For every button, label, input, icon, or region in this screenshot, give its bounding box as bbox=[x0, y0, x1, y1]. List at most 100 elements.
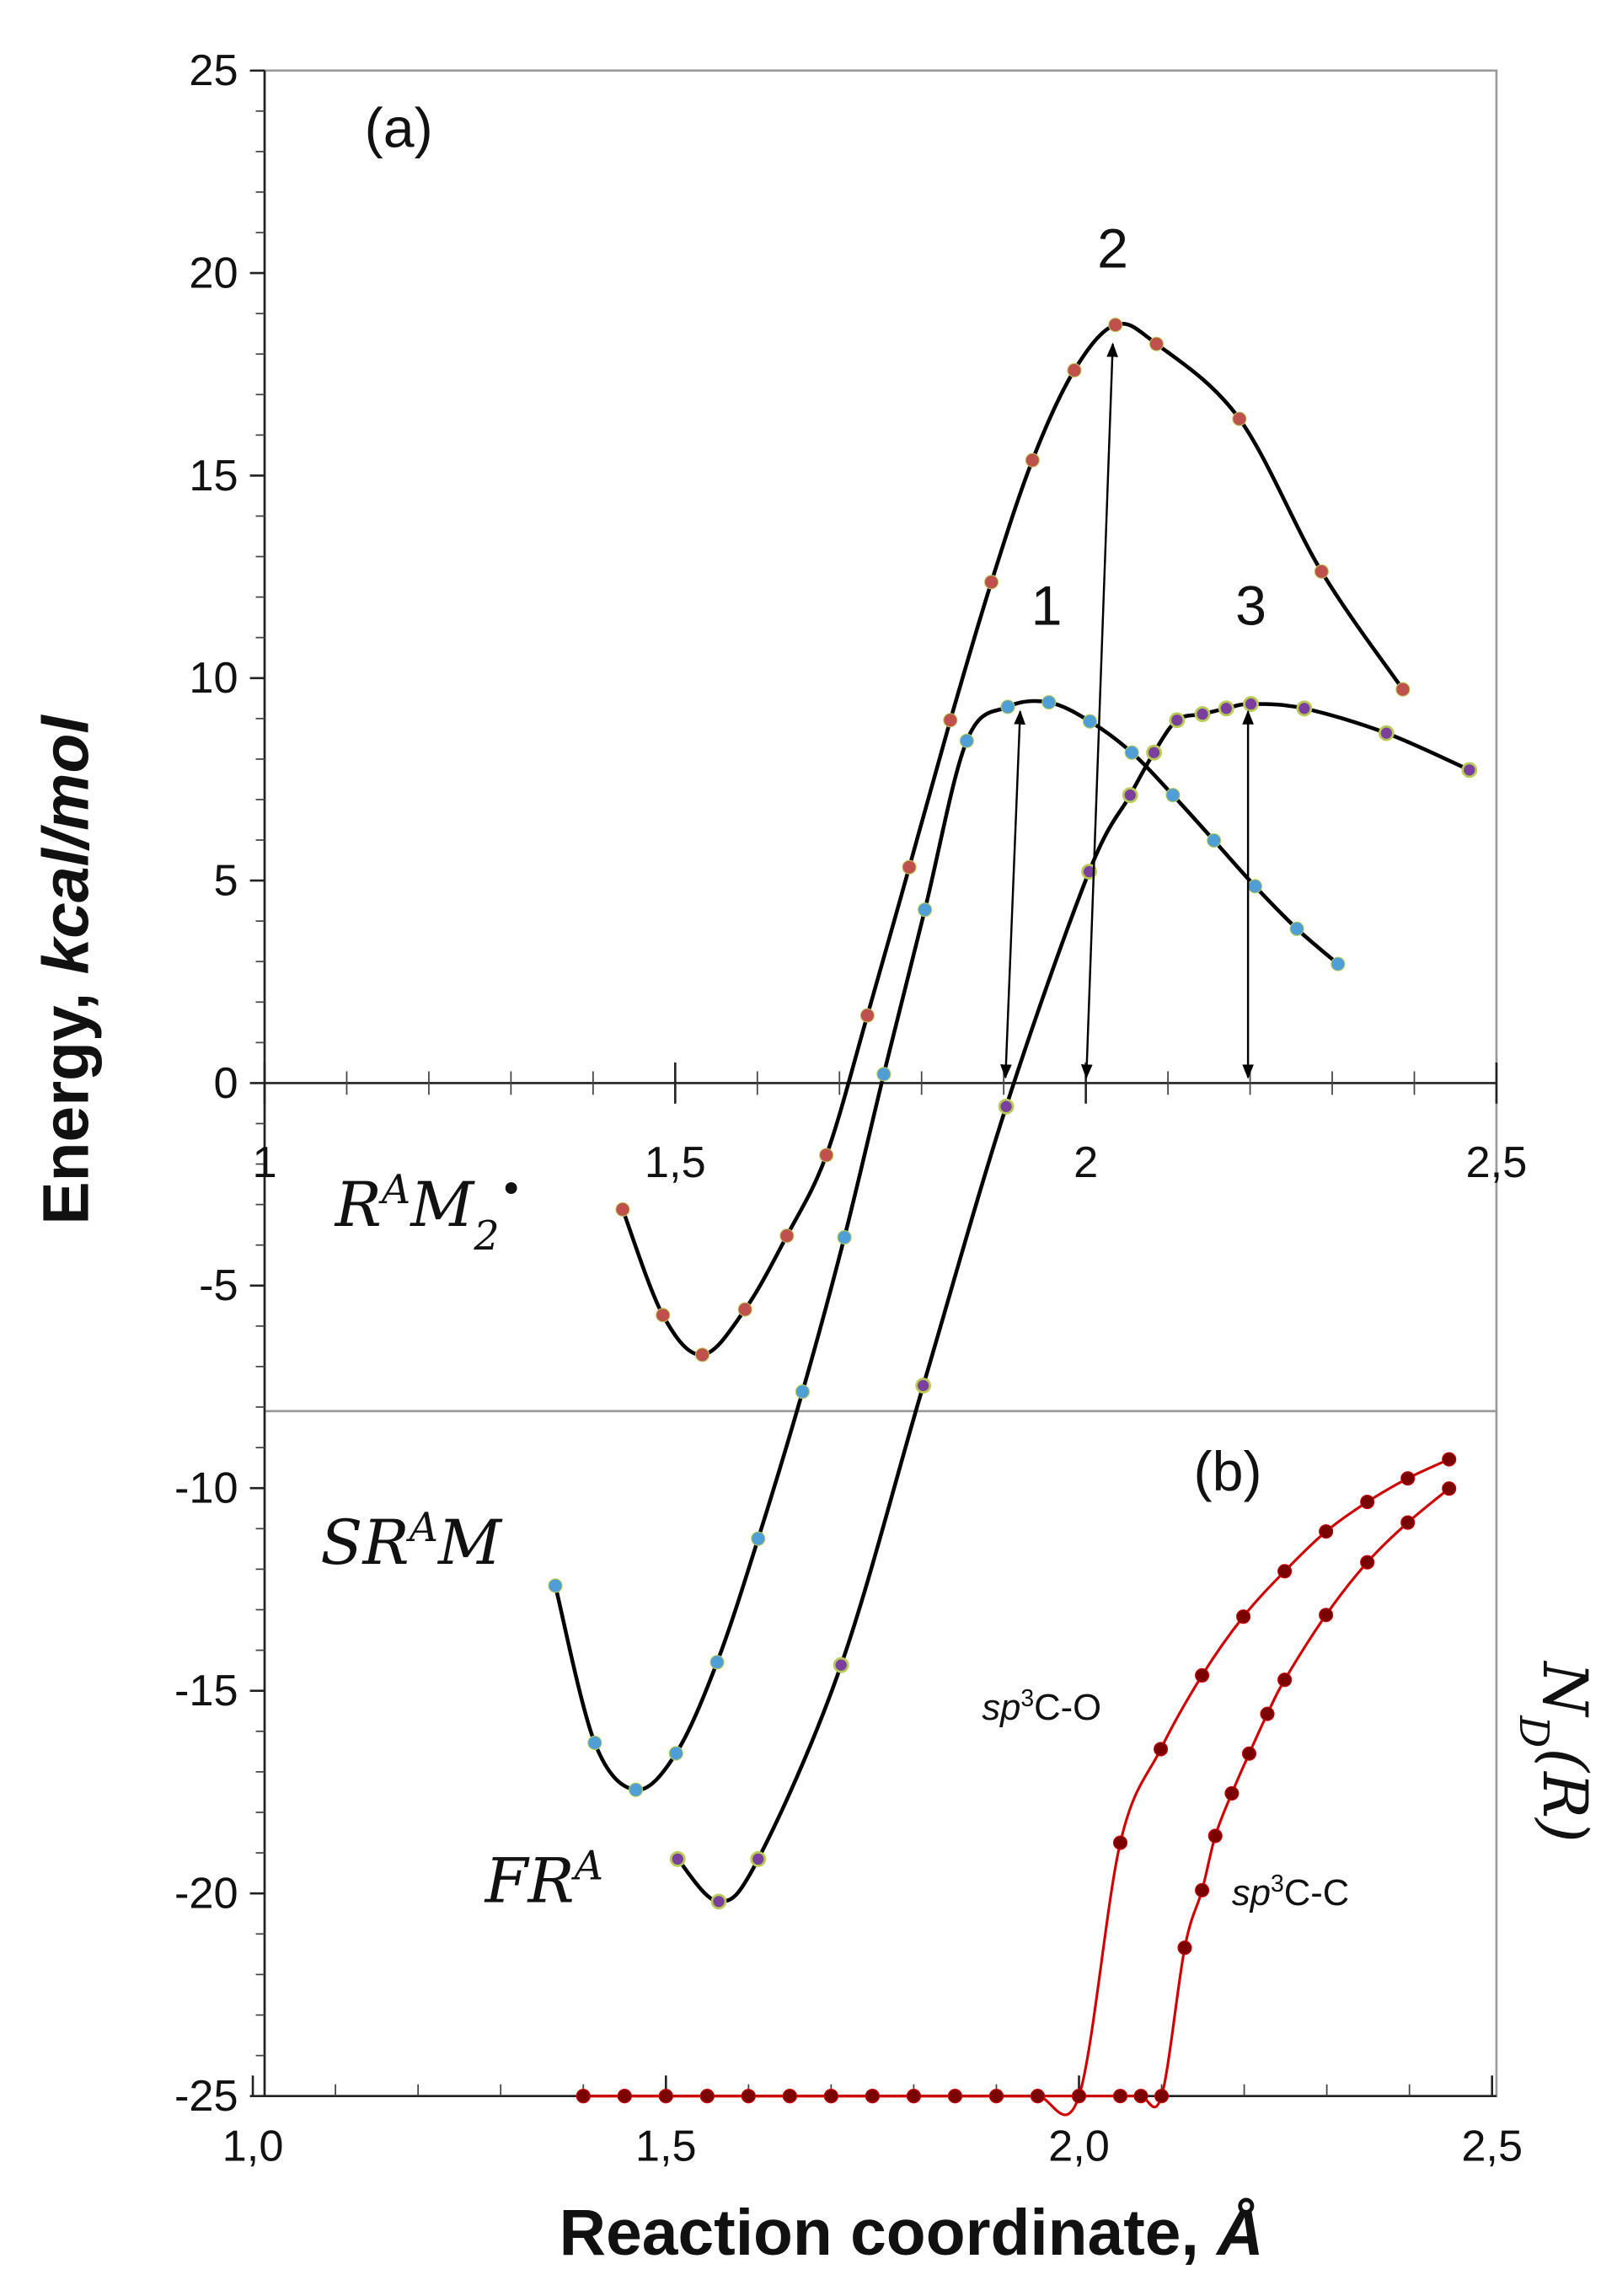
text-part: N bbox=[1529, 1660, 1600, 1718]
point bbox=[795, 1384, 810, 1400]
x-axis-label: Reaction coordinate, Å bbox=[560, 2197, 1264, 2269]
point bbox=[1461, 762, 1478, 779]
text-part: 3 bbox=[1020, 1685, 1034, 1712]
point bbox=[947, 2089, 962, 2104]
point bbox=[1247, 879, 1262, 894]
series-label: sp3C-O bbox=[982, 1685, 1101, 1728]
point bbox=[859, 1008, 875, 1023]
point bbox=[628, 1782, 644, 1797]
arrow bbox=[1000, 709, 1025, 1079]
point bbox=[1289, 921, 1304, 936]
point bbox=[694, 1347, 710, 1362]
text-part: A bbox=[378, 1166, 410, 1212]
point bbox=[1082, 714, 1098, 729]
annotation: 3 bbox=[1235, 575, 1266, 637]
point bbox=[1133, 2089, 1148, 2104]
point bbox=[1218, 700, 1234, 717]
series-label: SRAM bbox=[320, 1505, 503, 1580]
y2-axis-label: ND(R) bbox=[1510, 1660, 1599, 1843]
text-part: Å bbox=[1215, 2197, 1263, 2269]
text-part: SR bbox=[320, 1507, 409, 1579]
point bbox=[865, 2089, 880, 2104]
x-tick-label: 2,0 bbox=[1048, 2122, 1110, 2170]
point bbox=[1395, 682, 1411, 697]
y-tick-label: -20 bbox=[174, 1870, 238, 1919]
point bbox=[1442, 1481, 1457, 1496]
point bbox=[1025, 452, 1040, 468]
point bbox=[1071, 2089, 1087, 2104]
text-part: R bbox=[334, 1169, 382, 1241]
point bbox=[737, 1302, 752, 1317]
point bbox=[1277, 1672, 1293, 1688]
point bbox=[1041, 695, 1057, 710]
point bbox=[710, 1893, 727, 1910]
point bbox=[1067, 362, 1082, 377]
point bbox=[1207, 1828, 1223, 1844]
series-label: sp3C-C bbox=[1232, 1871, 1349, 1913]
point bbox=[1165, 788, 1181, 803]
arrow bbox=[1080, 342, 1118, 1079]
point bbox=[548, 1578, 563, 1593]
point bbox=[1169, 712, 1186, 729]
x-tick-label: 1,5 bbox=[635, 2122, 697, 2170]
point bbox=[1030, 2089, 1046, 2104]
text-part: sp bbox=[1232, 1873, 1271, 1913]
point bbox=[656, 1308, 671, 1323]
x-tick-label: 1,5 bbox=[645, 1138, 706, 1187]
text-part: A bbox=[406, 1505, 438, 1551]
text-part: 3 bbox=[1271, 1871, 1284, 1897]
point bbox=[1195, 1667, 1210, 1683]
point bbox=[1442, 1452, 1457, 1467]
point bbox=[1154, 1742, 1169, 1757]
text-part: FR bbox=[484, 1845, 575, 1917]
series-line bbox=[583, 1487, 1450, 2109]
panel-title: (a) bbox=[365, 97, 433, 159]
text-part: • bbox=[500, 1166, 523, 1212]
y-axis-label: Energy, kcal/mol bbox=[31, 714, 103, 1225]
y-tick-label: -25 bbox=[174, 2072, 238, 2121]
point bbox=[1331, 956, 1346, 971]
annotation: 2 bbox=[1097, 218, 1128, 281]
series-line bbox=[620, 322, 1405, 1357]
text-part: A bbox=[571, 1843, 603, 1889]
x-tick-label: 2,5 bbox=[1466, 1138, 1528, 1187]
point bbox=[1124, 745, 1139, 760]
point bbox=[699, 2089, 715, 2104]
point bbox=[615, 1202, 630, 1217]
point bbox=[1177, 1940, 1192, 1956]
x-tick-label: 2 bbox=[1074, 1138, 1098, 1187]
point bbox=[1241, 1746, 1257, 1761]
text-part: Reaction coordinate, bbox=[560, 2197, 1217, 2269]
point bbox=[819, 1148, 834, 1163]
point bbox=[658, 2089, 673, 2104]
x-tick-label: 2,5 bbox=[1461, 2122, 1523, 2170]
panel-title: (b) bbox=[1194, 1441, 1262, 1503]
point bbox=[1400, 1471, 1416, 1486]
point bbox=[876, 1067, 891, 1082]
point bbox=[1360, 1494, 1375, 1510]
y-tick-label: -10 bbox=[174, 1464, 238, 1513]
y-tick-label: 20 bbox=[189, 249, 238, 298]
y-tick-label: 25 bbox=[189, 46, 238, 95]
point bbox=[915, 1378, 932, 1394]
point bbox=[823, 2089, 838, 2104]
y-tick-label: -15 bbox=[174, 1667, 238, 1715]
point bbox=[1122, 787, 1138, 804]
series-line bbox=[583, 1458, 1450, 2117]
point bbox=[1146, 744, 1162, 761]
point bbox=[709, 1655, 725, 1670]
point bbox=[918, 902, 933, 918]
point bbox=[984, 575, 999, 590]
x-tick-label: 1 bbox=[252, 1138, 276, 1187]
point bbox=[988, 2089, 1004, 2104]
y-tick-label: 15 bbox=[189, 452, 238, 500]
point bbox=[902, 859, 917, 875]
point bbox=[1207, 832, 1222, 848]
point bbox=[1314, 564, 1329, 579]
point bbox=[1243, 696, 1259, 712]
point bbox=[1378, 725, 1395, 741]
point bbox=[782, 2089, 797, 2104]
text-part: M bbox=[436, 1507, 503, 1579]
point bbox=[1232, 411, 1247, 426]
